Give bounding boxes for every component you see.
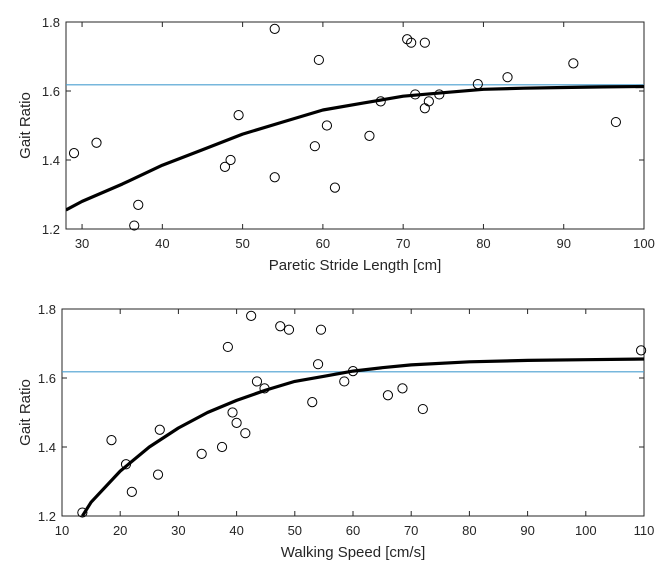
y-tick-label: 1.4 [38, 440, 56, 455]
data-point [313, 54, 324, 66]
x-axis-label: Walking Speed [cm/s] [281, 544, 426, 561]
data-point [610, 116, 622, 128]
x-tick-label: 90 [556, 236, 570, 251]
data-point [120, 459, 132, 470]
data-point [133, 199, 144, 210]
data-point [219, 161, 231, 172]
data-point [259, 383, 270, 394]
x-tick-label: 110 [634, 523, 655, 538]
x-tick-label: 30 [171, 523, 185, 538]
x-tick-label: 30 [75, 236, 89, 251]
data-point [434, 89, 445, 100]
data-point [419, 103, 430, 114]
data-point [382, 390, 394, 401]
data-point [77, 507, 88, 518]
data-point [568, 58, 579, 69]
x-tick-label: 100 [575, 523, 597, 538]
data-point [321, 120, 333, 131]
data-point [269, 23, 280, 34]
y-tick-label: 1.8 [38, 302, 56, 317]
data-point [269, 172, 280, 183]
data-point [423, 96, 434, 107]
x-tick-label: 60 [346, 523, 360, 538]
data-point [419, 37, 430, 48]
y-tick-label: 1.6 [42, 84, 60, 99]
data-point [309, 141, 320, 152]
y-tick-label: 1.6 [38, 371, 56, 386]
x-tick-label: 10 [55, 523, 69, 538]
data-point [225, 154, 236, 166]
x-tick-label: 80 [476, 236, 490, 251]
x-tick-label: 100 [633, 236, 655, 251]
data-point [227, 407, 238, 418]
data-point [339, 376, 350, 387]
data-point [251, 376, 263, 387]
data-point [233, 110, 244, 121]
data-point [68, 148, 80, 159]
data-point [196, 448, 207, 459]
x-tick-label: 40 [155, 236, 169, 251]
data-point [312, 359, 324, 370]
data-point [347, 366, 359, 377]
x-tick-label: 70 [396, 236, 410, 251]
y-tick-label: 1.2 [38, 509, 56, 524]
x-tick-label: 90 [520, 523, 534, 538]
data-point [283, 324, 295, 335]
data-point [364, 130, 375, 141]
y-axis-label: Gait Ratio [17, 379, 34, 446]
chart-panel-2: 10 20 30 40 50 60 70 80 90 100 110 1.2 1.4 1.6 1.8 Walk… [17, 302, 654, 561]
x-tick-label: 60 [316, 236, 330, 251]
data-point [472, 79, 483, 90]
data-point [91, 137, 102, 148]
data-point [410, 89, 421, 100]
plot-area-frame [61, 308, 645, 517]
x-tick-label: 40 [229, 523, 243, 538]
chart-panel-1: 30 40 50 60 70 80 90 100 1.2 1.4 1.6 1.8 Paretic Str… [17, 15, 655, 274]
data-point [154, 424, 165, 435]
data-point [315, 324, 327, 335]
data-point [275, 321, 286, 332]
data-point [231, 417, 242, 428]
data-point [417, 403, 428, 415]
data-point [152, 469, 164, 480]
fit-curve [81, 357, 644, 516]
x-tick-label: 70 [404, 523, 418, 538]
data-point [406, 37, 417, 48]
y-tick-label: 1.4 [42, 153, 60, 168]
data-point [106, 435, 117, 446]
data-point [635, 345, 647, 356]
x-tick-label: 50 [288, 523, 302, 538]
fit-curve [66, 84, 644, 212]
x-tick-label: 50 [235, 236, 249, 251]
data-point [375, 96, 386, 107]
data-point [329, 182, 341, 193]
data-point [216, 441, 228, 453]
data-point [126, 486, 137, 497]
data-point [240, 428, 251, 439]
data-point [502, 72, 513, 83]
y-tick-label: 1.2 [42, 222, 60, 237]
y-axis-label: Gait Ratio [17, 92, 34, 159]
data-point [307, 397, 318, 408]
data-point [222, 341, 233, 353]
data-point [129, 220, 140, 231]
data-point [402, 34, 413, 45]
data-point [246, 310, 257, 321]
x-axis-label: Paretic Stride Length [cm] [269, 257, 442, 274]
x-tick-label: 80 [462, 523, 476, 538]
plot-area-frame [65, 21, 645, 230]
x-tick-label: 20 [113, 523, 127, 538]
y-tick-label: 1.8 [42, 15, 60, 30]
data-point [397, 383, 408, 394]
